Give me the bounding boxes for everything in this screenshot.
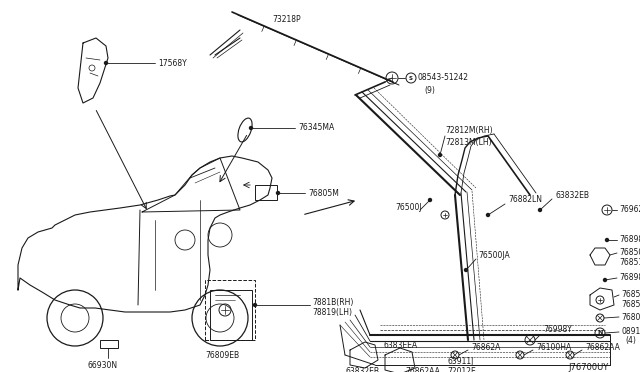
Circle shape <box>429 199 431 202</box>
Text: 76898X: 76898X <box>619 273 640 282</box>
Text: 76100HA: 76100HA <box>536 343 572 353</box>
Text: 76808E: 76808E <box>621 312 640 321</box>
Text: 76500J: 76500J <box>395 203 422 212</box>
Text: 76857N(LH): 76857N(LH) <box>621 299 640 308</box>
Circle shape <box>538 208 541 212</box>
Text: (4): (4) <box>625 337 636 346</box>
Text: 17568Y: 17568Y <box>158 58 187 67</box>
Text: 76809EB: 76809EB <box>205 350 239 359</box>
Circle shape <box>276 192 280 195</box>
Text: 76500JA: 76500JA <box>478 250 509 260</box>
Text: 78819(LH): 78819(LH) <box>312 308 352 317</box>
Text: J76700UY: J76700UY <box>568 363 608 372</box>
Circle shape <box>438 154 442 157</box>
Text: 76856N(RH): 76856N(RH) <box>621 289 640 298</box>
Circle shape <box>253 304 257 307</box>
Text: 63832EB: 63832EB <box>555 190 589 199</box>
Text: 76851P(LH): 76851P(LH) <box>619 259 640 267</box>
Text: 72812M(RH): 72812M(RH) <box>445 125 493 135</box>
Circle shape <box>465 269 467 272</box>
Text: 76862AA: 76862AA <box>405 368 440 372</box>
Text: 76998Y: 76998Y <box>543 326 572 334</box>
Circle shape <box>605 238 609 241</box>
Circle shape <box>104 61 108 64</box>
Text: 08918-3062A: 08918-3062A <box>621 327 640 336</box>
Text: 76850P(RH): 76850P(RH) <box>619 247 640 257</box>
Text: 76862A: 76862A <box>471 343 500 353</box>
Text: 76345MA: 76345MA <box>298 124 334 132</box>
Circle shape <box>250 126 253 129</box>
Text: 76862AA: 76862AA <box>585 343 620 353</box>
Bar <box>255 185 277 200</box>
Circle shape <box>604 279 607 282</box>
Text: 76962AA: 76962AA <box>619 205 640 215</box>
Text: 63832EB: 63832EB <box>345 368 379 372</box>
Text: 08543-51242: 08543-51242 <box>418 74 469 83</box>
Text: 76805M: 76805M <box>308 189 339 198</box>
Bar <box>100 340 118 348</box>
Text: 72813M(LH): 72813M(LH) <box>445 138 492 147</box>
Text: 76898W: 76898W <box>619 235 640 244</box>
Text: 66930N: 66930N <box>88 360 118 369</box>
Text: S: S <box>409 76 413 80</box>
Text: 72012E: 72012E <box>447 368 476 372</box>
Text: 76882LN: 76882LN <box>508 196 542 205</box>
Text: 6383EEA: 6383EEA <box>383 340 417 350</box>
Bar <box>210 290 252 340</box>
Text: 63911J: 63911J <box>447 357 474 366</box>
Text: N: N <box>597 330 603 336</box>
Circle shape <box>486 214 490 217</box>
Text: 7881B(RH): 7881B(RH) <box>312 298 353 307</box>
Text: 73218P: 73218P <box>272 16 301 25</box>
Bar <box>205 280 255 340</box>
Text: (9): (9) <box>424 86 435 94</box>
